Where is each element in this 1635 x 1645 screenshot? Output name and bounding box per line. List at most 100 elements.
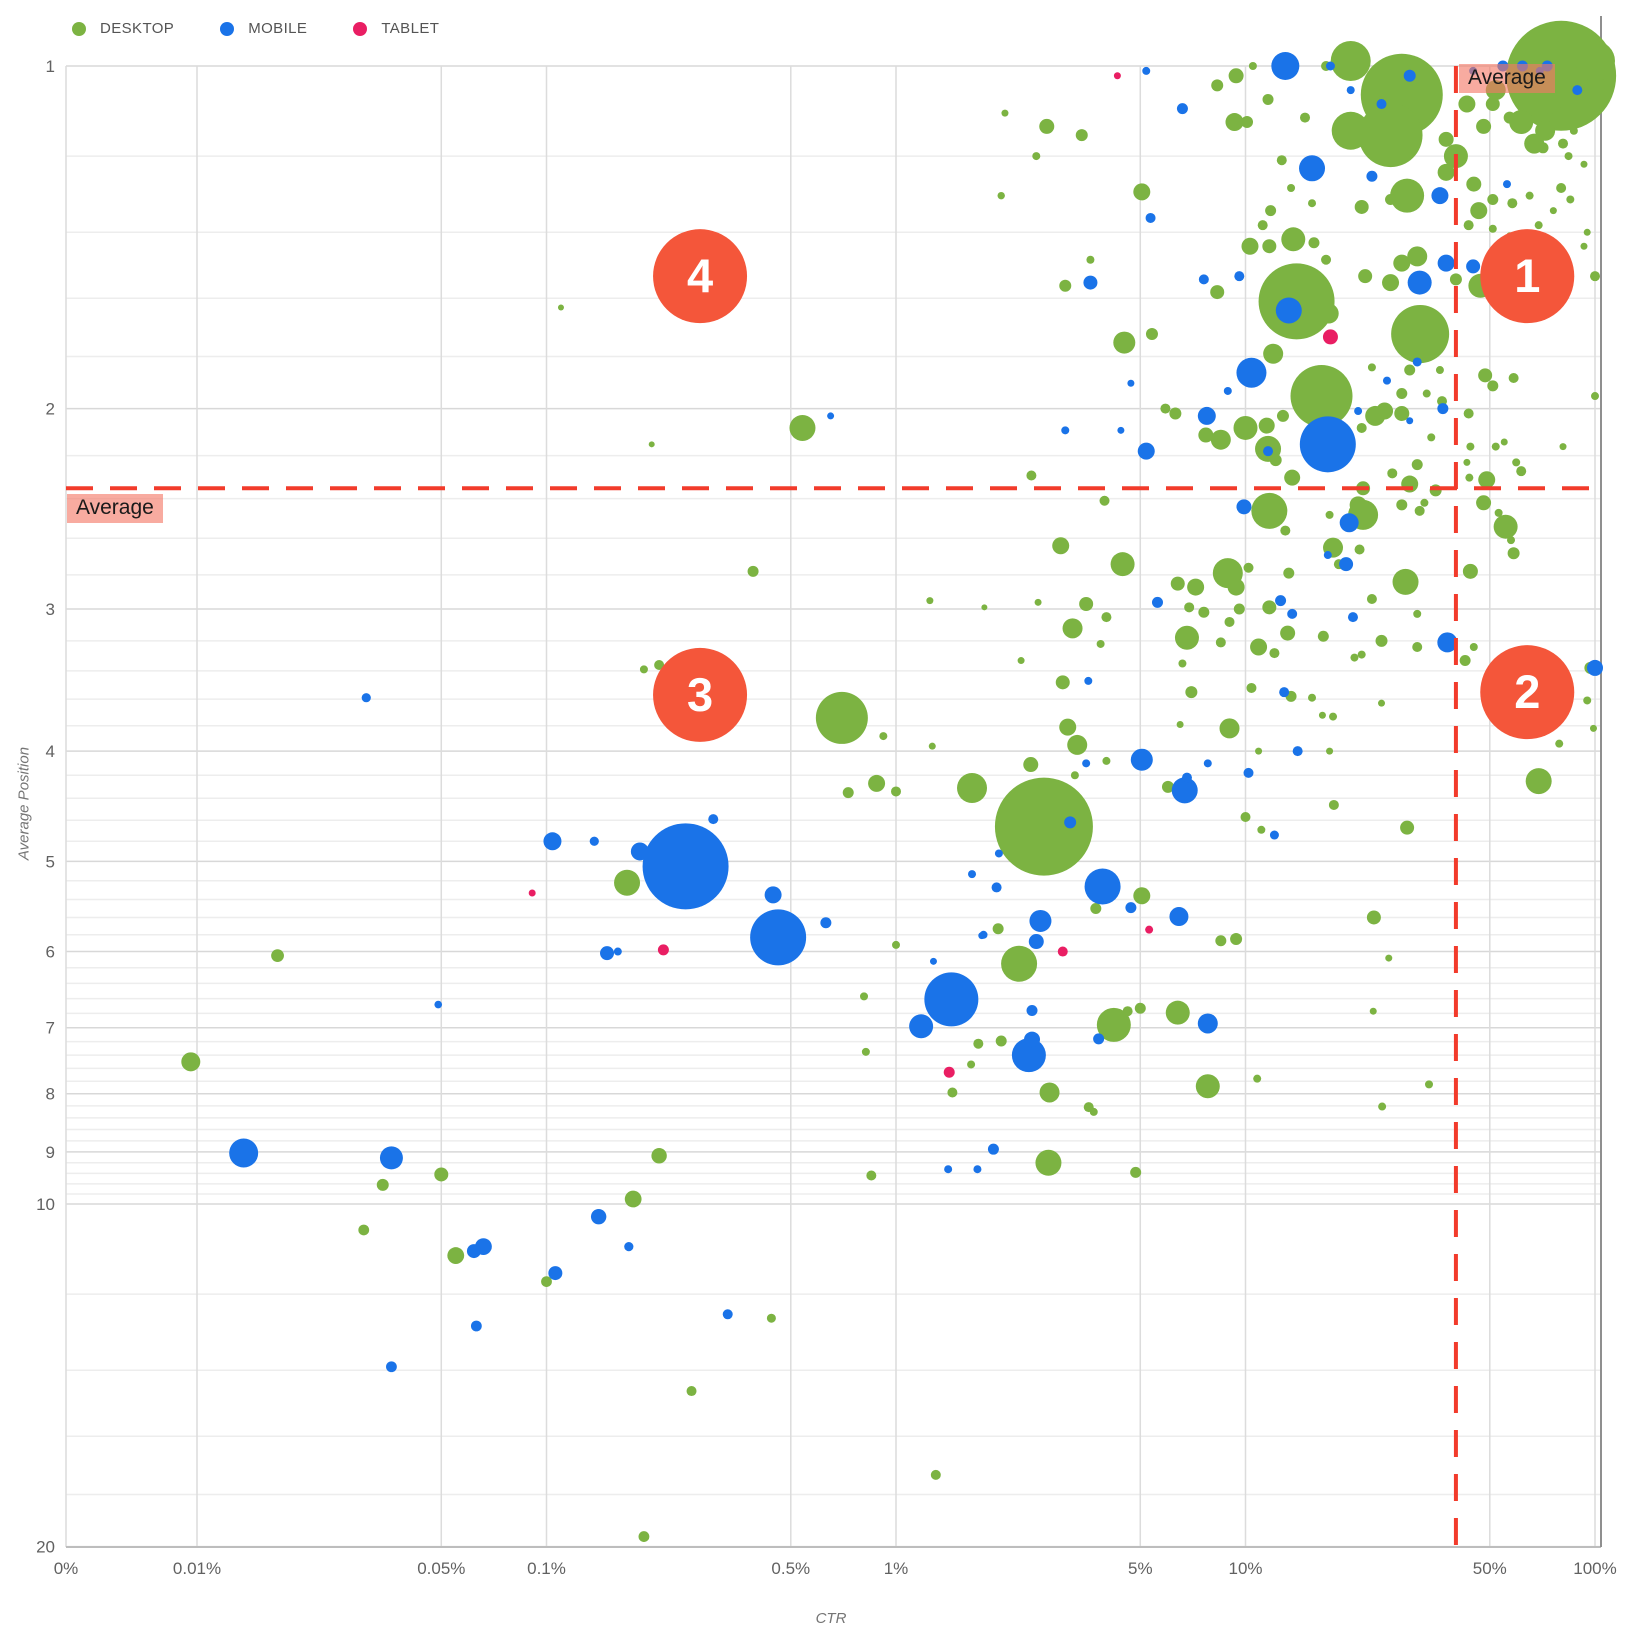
bubble-mobile[interactable]: [1292, 746, 1303, 757]
bubble-desktop[interactable]: [1241, 237, 1259, 255]
bubble-mobile[interactable]: [1502, 180, 1511, 189]
bubble-desktop[interactable]: [1329, 712, 1338, 721]
bubble-desktop[interactable]: [1075, 129, 1088, 142]
bubble-desktop[interactable]: [1258, 417, 1275, 434]
bubble-desktop[interactable]: [1390, 178, 1425, 213]
bubble-desktop[interactable]: [1215, 637, 1226, 648]
bubble-desktop[interactable]: [1160, 403, 1171, 414]
bubble-desktop[interactable]: [926, 597, 934, 605]
bubble-mobile[interactable]: [600, 946, 615, 961]
bubble-desktop[interactable]: [1224, 616, 1235, 627]
bubble-desktop[interactable]: [1564, 152, 1573, 161]
bubble-desktop[interactable]: [1396, 388, 1408, 400]
bubble-desktop[interactable]: [1525, 768, 1552, 795]
bubble-desktop[interactable]: [994, 777, 1093, 876]
bubble-mobile[interactable]: [1171, 777, 1198, 804]
bubble-desktop[interactable]: [1227, 578, 1245, 596]
bubble-desktop[interactable]: [1420, 498, 1429, 507]
bubble-desktop[interactable]: [1437, 163, 1455, 181]
bubble-desktop[interactable]: [1133, 183, 1151, 201]
bubble-mobile[interactable]: [361, 693, 371, 703]
bubble-desktop[interactable]: [1280, 625, 1296, 641]
bubble-mobile[interactable]: [1339, 557, 1354, 572]
bubble-mobile[interactable]: [1279, 687, 1290, 698]
bubble-desktop[interactable]: [1215, 935, 1227, 947]
bubble-desktop[interactable]: [1101, 612, 1112, 623]
bubble-mobile[interactable]: [1299, 416, 1356, 473]
bubble-desktop[interactable]: [1178, 659, 1187, 668]
bubble-desktop[interactable]: [1534, 221, 1543, 230]
bubble-desktop[interactable]: [1391, 305, 1450, 364]
bubble-desktop[interactable]: [1280, 525, 1291, 536]
bubble-desktop[interactable]: [1354, 544, 1365, 555]
bubble-mobile[interactable]: [968, 870, 977, 879]
bubble-tablet[interactable]: [1113, 72, 1121, 80]
bubble-desktop[interactable]: [1524, 133, 1545, 154]
bubble-desktop[interactable]: [1350, 653, 1359, 662]
bubble-mobile[interactable]: [590, 1208, 607, 1225]
bubble-desktop[interactable]: [1240, 811, 1251, 822]
bubble-desktop[interactable]: [1462, 563, 1478, 579]
bubble-desktop[interactable]: [447, 1247, 465, 1264]
bubble-desktop[interactable]: [1276, 155, 1287, 166]
bubble-desktop[interactable]: [1330, 41, 1371, 82]
bubble-desktop[interactable]: [1055, 675, 1070, 690]
bubble-mobile[interactable]: [1137, 442, 1155, 460]
bubble-mobile[interactable]: [820, 917, 832, 929]
bubble-desktop[interactable]: [1590, 271, 1600, 282]
bubble-mobile[interactable]: [909, 1014, 934, 1039]
bubble-desktop[interactable]: [1493, 514, 1518, 539]
bubble-desktop[interactable]: [271, 949, 284, 963]
bubble-desktop[interactable]: [1555, 739, 1564, 748]
bubble-desktop[interactable]: [868, 774, 886, 792]
bubble-desktop[interactable]: [1169, 407, 1182, 420]
bubble-mobile[interactable]: [1346, 86, 1355, 95]
bubble-desktop[interactable]: [1425, 1080, 1434, 1089]
bubble-desktop[interactable]: [1165, 1000, 1190, 1025]
bubble-desktop[interactable]: [1262, 600, 1277, 615]
bubble-desktop[interactable]: [1385, 954, 1393, 962]
bubble-desktop[interactable]: [1284, 469, 1301, 486]
bubble-desktop[interactable]: [1067, 734, 1088, 755]
bubble-desktop[interactable]: [1145, 328, 1158, 341]
bubble-mobile[interactable]: [1325, 61, 1335, 71]
bubble-desktop[interactable]: [1422, 389, 1431, 398]
bubble-desktop[interactable]: [1122, 1006, 1133, 1017]
bubble-desktop[interactable]: [1466, 442, 1475, 451]
bubble-mobile[interactable]: [1084, 676, 1093, 685]
bubble-desktop[interactable]: [1253, 1074, 1262, 1083]
bubble-desktop[interactable]: [1026, 470, 1037, 481]
bubble-desktop[interactable]: [1508, 372, 1519, 383]
bubble-desktop[interactable]: [1478, 368, 1493, 383]
bubble-desktop[interactable]: [1463, 458, 1471, 466]
bubble-desktop[interactable]: [1326, 747, 1334, 755]
bubble-mobile[interactable]: [548, 1266, 563, 1281]
bubble-mobile[interactable]: [1127, 379, 1135, 387]
bubble-desktop[interactable]: [967, 1060, 976, 1069]
bubble-desktop[interactable]: [1070, 771, 1079, 780]
bubble-mobile[interactable]: [1323, 551, 1332, 560]
bubble-mobile[interactable]: [1466, 259, 1481, 274]
bubble-desktop[interactable]: [1233, 603, 1245, 615]
bubble-desktop[interactable]: [1318, 303, 1339, 324]
bubble-mobile[interactable]: [1366, 170, 1378, 182]
bubble-desktop[interactable]: [1412, 642, 1423, 653]
bubble-mobile[interactable]: [1587, 659, 1603, 676]
bubble-mobile[interactable]: [1437, 254, 1455, 272]
bubble-desktop[interactable]: [842, 787, 854, 799]
bubble-desktop[interactable]: [1357, 650, 1366, 659]
bubble-desktop[interactable]: [981, 604, 988, 611]
bubble-desktop[interactable]: [1134, 1002, 1146, 1014]
legend-item-mobile[interactable]: MOBILE: [220, 20, 307, 37]
bubble-desktop[interactable]: [1211, 79, 1224, 92]
bubble-desktop[interactable]: [861, 1047, 870, 1056]
bubble-desktop[interactable]: [1230, 933, 1243, 946]
bubble-desktop[interactable]: [614, 869, 641, 896]
bubble-desktop[interactable]: [1382, 274, 1400, 292]
bubble-mobile[interactable]: [1339, 513, 1359, 533]
bubble-mobile[interactable]: [1011, 1038, 1046, 1073]
bubble-mobile[interactable]: [613, 947, 622, 956]
bubble-desktop[interactable]: [1265, 205, 1277, 217]
bubble-desktop[interactable]: [815, 691, 868, 744]
bubble-desktop[interactable]: [1130, 1166, 1142, 1178]
